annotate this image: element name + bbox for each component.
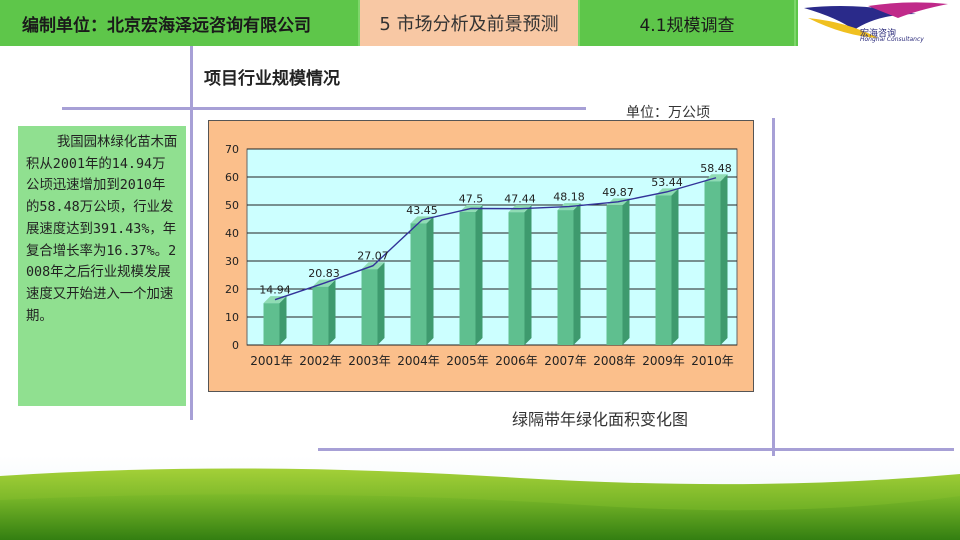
data-label: 49.87 [602, 186, 634, 199]
bar [459, 212, 476, 345]
bar-side [622, 198, 630, 345]
x-tick-label: 2003年 [348, 354, 391, 368]
data-label: 47.44 [504, 193, 536, 206]
y-tick-label: 30 [225, 255, 239, 268]
chart-frame: 0 10 20 30 40 50 60 70 14.94 20.83 27.07 43.45 47.5 4… [208, 120, 754, 392]
area-chart: 0 10 20 30 40 50 60 70 14.94 20.83 27.07 43.45 47.5 4… [225, 143, 738, 368]
x-tick-label: 2009年 [642, 354, 685, 368]
bar-side [426, 216, 434, 345]
bar-side [524, 205, 532, 345]
data-label: 43.45 [406, 204, 438, 217]
bar-side [279, 296, 287, 345]
logo: 宏海咨询 Honghai Consultancy [796, 0, 960, 46]
logo-icon [804, 2, 948, 38]
trend-line [274, 177, 717, 301]
bar [557, 210, 574, 345]
bar-side [377, 262, 385, 345]
y-tick-label: 0 [232, 339, 239, 352]
bar [410, 223, 427, 345]
divider-horizontal-bottom [318, 448, 954, 451]
divider-horizontal-top [62, 107, 586, 110]
logo-subtext: Honghai Consultancy [860, 36, 924, 43]
bar-side [720, 174, 728, 345]
bar [704, 181, 721, 345]
data-label: 27.07 [357, 250, 389, 263]
y-tick-label: 10 [225, 311, 239, 324]
bar [655, 195, 672, 345]
y-tick-label: 50 [225, 199, 239, 212]
chart-caption: 绿隔带年绿化面积变化图 [512, 410, 689, 429]
page-title: 项目行业规模情况 [204, 69, 340, 89]
bar-side [328, 279, 336, 345]
bar [361, 269, 378, 345]
x-tick-label: 2007年 [544, 354, 587, 368]
summary-box: 我国园林绿化苗木面积从2001年的14.94万公顷迅速增加到2010年的58.4… [18, 126, 186, 406]
x-tick-label: 2006年 [495, 354, 538, 368]
y-tick-label: 20 [225, 283, 239, 296]
x-tick-label: 2004年 [397, 354, 440, 368]
y-tick-label: 40 [225, 227, 239, 240]
bar-side [671, 188, 679, 345]
data-label: 47.5 [459, 193, 484, 206]
bar [263, 303, 280, 345]
y-tick-label: 60 [225, 171, 239, 184]
x-tick-label: 2005年 [446, 354, 489, 368]
data-label: 20.83 [308, 267, 340, 280]
divider-vertical-left [190, 46, 193, 420]
x-tick-label: 2008年 [593, 354, 636, 368]
bar [606, 205, 623, 345]
bar [312, 286, 329, 345]
data-label: 53.44 [651, 176, 683, 189]
logo-text: 宏海咨询 [860, 29, 897, 39]
tab-subsection[interactable]: 4.1规模调查 [580, 0, 794, 46]
bar [508, 212, 525, 345]
company-label: 编制单位：北京宏海泽远咨询有限公司 [0, 0, 358, 46]
data-label: 58.48 [700, 162, 732, 175]
tab-section[interactable]: 5 市场分析及前景预测 [360, 0, 578, 46]
divider-vertical-right [772, 118, 775, 480]
data-label: 48.18 [553, 191, 585, 204]
bar-side [573, 203, 581, 345]
x-tick-label: 2002年 [299, 354, 342, 368]
data-label: 14.94 [259, 284, 291, 297]
grass-background [0, 456, 960, 540]
x-tick-label: 2010年 [691, 354, 734, 368]
summary-text: 我国园林绿化苗木面积从2001年的14.94万公顷迅速增加到2010年的58.4… [26, 135, 178, 324]
bar-side [475, 205, 483, 345]
unit-label: 单位：万公顷 [626, 105, 710, 121]
x-tick-label: 2001年 [250, 354, 293, 368]
y-tick-label: 70 [225, 143, 239, 156]
